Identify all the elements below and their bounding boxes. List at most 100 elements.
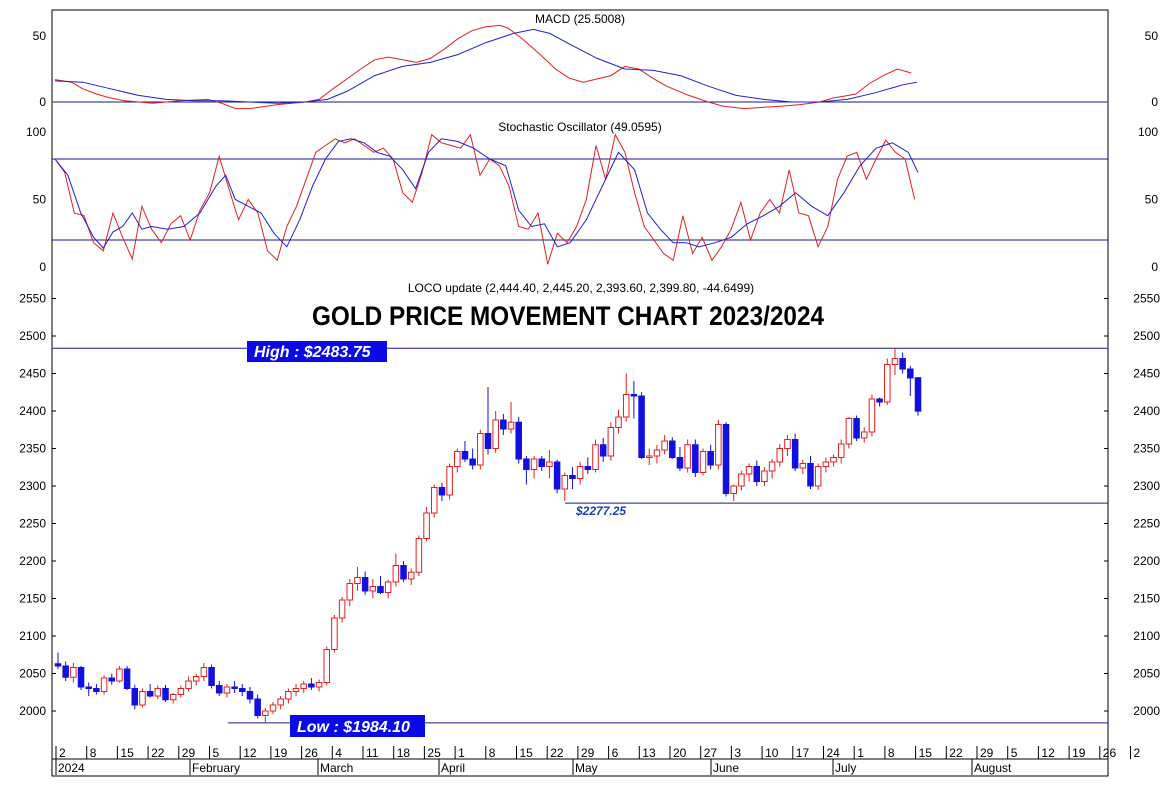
candle-body: [761, 470, 768, 482]
price-y-tick-left: 2400: [19, 404, 46, 418]
macd-y-tick-left: 0: [39, 95, 46, 109]
candle-body: [730, 485, 737, 494]
price-y-tick-right: 2200: [1133, 554, 1160, 568]
candle-body: [254, 698, 261, 716]
high-label: High : $2483.75: [254, 344, 372, 361]
candle-body: [423, 512, 430, 539]
candle-body: [576, 466, 584, 479]
candle-body: [146, 691, 154, 697]
month-label: June: [713, 761, 739, 775]
candle-body: [208, 667, 215, 686]
price-y-tick-right: 2150: [1133, 592, 1160, 606]
x-tick-label: 15: [919, 746, 933, 760]
x-tick-label: 8: [888, 746, 895, 760]
month-label: March: [320, 761, 353, 775]
month-label: August: [974, 761, 1012, 775]
macd-title: MACD (25.5008): [535, 12, 625, 26]
x-tick-label: 8: [90, 746, 97, 760]
stochastic-series-line: [54, 133, 916, 265]
low-label-box: [290, 715, 425, 737]
candle-body: [430, 487, 438, 514]
price-y-tick-left: 2300: [19, 479, 46, 493]
candle-body: [814, 466, 822, 487]
candle-body: [246, 691, 254, 700]
stochastic-y-tick-right: 50: [1145, 193, 1159, 207]
macd-y-tick-right: 50: [1145, 29, 1159, 43]
candle-body: [438, 487, 446, 496]
candle-body: [569, 475, 576, 479]
candle-body: [645, 455, 653, 458]
candle-body: [530, 458, 538, 470]
chart-title: GOLD PRICE MOVEMENT CHART 2023/2024: [312, 301, 824, 331]
x-tick-label: 2: [59, 746, 66, 760]
x-tick-label: 15: [520, 746, 534, 760]
candle-body: [507, 421, 515, 430]
stochastic-y-tick-left: 50: [33, 193, 47, 207]
candle-body: [622, 394, 630, 418]
candle-body: [853, 418, 860, 439]
stochastic-y-tick-left: 0: [39, 260, 46, 274]
x-tick-label: 27: [704, 746, 718, 760]
x-tick-label: 12: [243, 746, 257, 760]
x-tick-label: 29: [980, 746, 994, 760]
x-tick-label: 1: [458, 746, 465, 760]
x-tick-label: 19: [1072, 746, 1086, 760]
stochastic-y-tick-right: 0: [1151, 260, 1158, 274]
candle-body: [653, 449, 661, 457]
price-y-tick-right: 2450: [1133, 367, 1160, 381]
candle-body: [599, 444, 607, 457]
price-y-tick-left: 2500: [19, 329, 46, 343]
candle-body: [338, 599, 346, 619]
price-y-tick-left: 2050: [19, 667, 46, 681]
candle-body: [492, 419, 499, 449]
candle-body: [108, 677, 116, 682]
macd-series-line: [54, 28, 917, 104]
x-tick-label: 19: [274, 746, 288, 760]
candle-body: [477, 433, 484, 466]
x-tick-label: 24: [827, 746, 841, 760]
candle-body: [546, 461, 553, 467]
candle-body: [538, 458, 546, 467]
candle-body: [162, 688, 169, 701]
candle-body: [884, 364, 891, 403]
candle-body: [315, 682, 323, 688]
x-tick-label: 15: [120, 746, 134, 760]
candle-body: [699, 451, 707, 473]
candle-body: [469, 458, 476, 466]
candle-body: [169, 694, 177, 701]
candle-body: [392, 565, 400, 583]
candle-body: [369, 586, 377, 592]
candle-body: [776, 448, 784, 463]
stochastic-series-line: [54, 138, 919, 249]
price-y-tick-left: 2150: [19, 592, 46, 606]
stochastic-y-tick-left: 100: [26, 125, 46, 139]
candle-body: [523, 458, 530, 470]
x-tick-label: 6: [612, 746, 619, 760]
candle-body: [768, 461, 776, 472]
support-label: $2277.25: [575, 504, 626, 518]
price-y-tick-right: 2350: [1133, 442, 1160, 456]
candle-body: [231, 686, 238, 689]
candle-body: [607, 427, 615, 457]
candle-body: [692, 444, 699, 473]
candle-body: [185, 680, 192, 689]
candle-body: [70, 667, 77, 678]
candle-body: [630, 394, 638, 397]
candle-body: [807, 463, 814, 487]
candle-body: [139, 691, 146, 706]
candle-body: [446, 466, 453, 496]
candle-body: [791, 439, 799, 469]
candle-body: [822, 461, 830, 467]
x-tick-label: 4: [335, 746, 342, 760]
candle-body: [331, 617, 338, 650]
candle-body: [100, 677, 108, 692]
candle-body: [62, 665, 69, 678]
price-y-tick-left: 2250: [19, 517, 46, 531]
candle-body: [116, 668, 123, 682]
x-tick-label: 18: [397, 746, 411, 760]
candle-body: [638, 395, 645, 458]
candle-body: [223, 686, 231, 694]
stochastic-title: Stochastic Oscillator (49.0595): [498, 120, 661, 134]
